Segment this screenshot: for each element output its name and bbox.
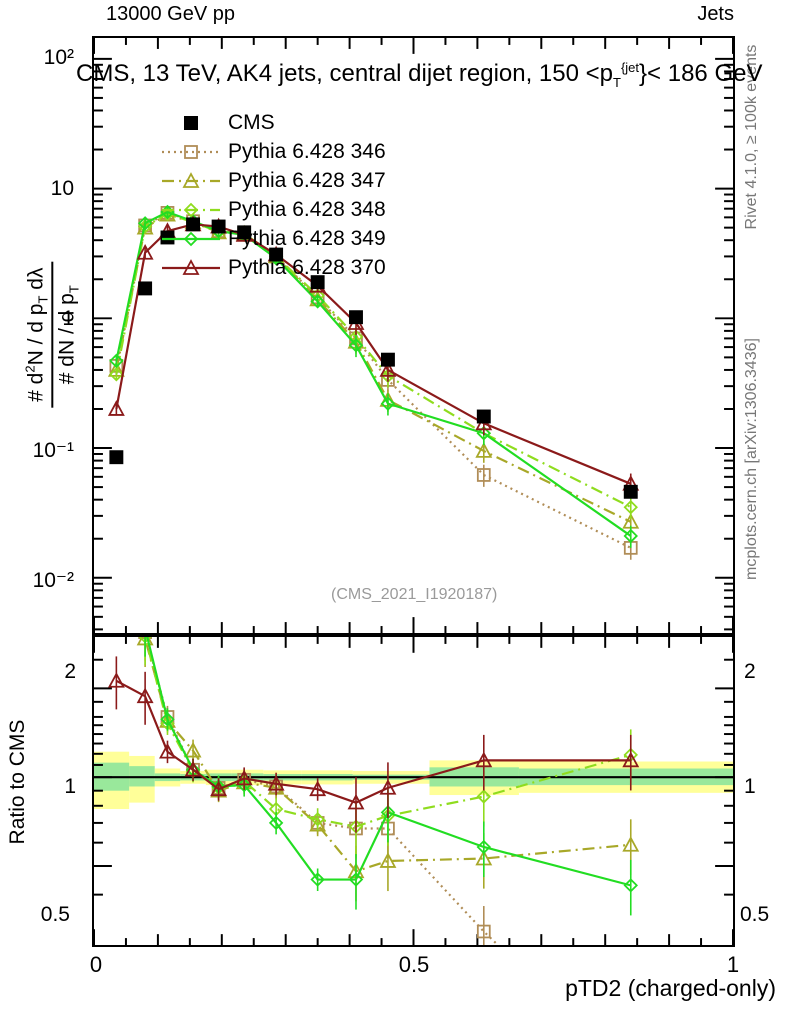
ytick-ratio-right-1: 1 <box>744 775 756 798</box>
legend-key-370 <box>160 258 222 278</box>
ytick-main-1e-2: 10⁻² <box>32 569 74 592</box>
mcplots-credit: mcplots.cern.ch [arXiv:1306.3436] <box>743 338 760 580</box>
ytick-main-1: 1 <box>62 307 74 330</box>
x-axis-title: pTD2 (charged-only) <box>565 975 776 1001</box>
xtick-0.5: 0.5 <box>398 952 430 977</box>
legend-label: Pythia 6.428 348 <box>228 197 386 221</box>
legend-label: Pythia 6.428 347 <box>228 168 386 192</box>
ytick-main-1e2: 10² <box>43 46 74 69</box>
legend-item[interactable]: Pythia 6.428 370 <box>160 253 386 282</box>
legend-key-347 <box>160 171 222 191</box>
y-axis-title-denominator: # dN / d pT <box>55 285 82 385</box>
ytick-ratio-left-0.5: 0.5 <box>40 903 70 926</box>
ratio-plot-graphics <box>93 637 734 945</box>
xtick-0: 0 <box>89 952 103 977</box>
plot-title: CMS, 13 TeV, AK4 jets, central dijet reg… <box>76 60 762 90</box>
beam-label: 13000 GeV pp <box>106 3 235 25</box>
legend: CMS Pythia 6.428 346 Pythia 6.428 347 Py… <box>160 108 386 282</box>
ytick-ratio-left-2: 2 <box>64 660 76 683</box>
plot-title-suffix: }< 186 GeV <box>639 60 763 87</box>
xtick-1: 1 <box>726 952 740 977</box>
legend-key-346 <box>160 142 222 162</box>
plot-title-sub: T <box>613 74 621 90</box>
legend-item[interactable]: Pythia 6.428 346 <box>160 137 386 166</box>
ytick-main-1e-1: 10⁻¹ <box>32 439 74 462</box>
y-axis-title-main: # d2N / d pT dλ # dN / d pT <box>22 35 82 635</box>
legend-item[interactable]: Pythia 6.428 348 <box>160 195 386 224</box>
legend-item[interactable]: Pythia 6.428 349 <box>160 224 386 253</box>
plot-title-sup: {jet <box>620 60 640 75</box>
y-axis-title-numerator: # d2N / d pT dλ <box>22 261 54 408</box>
legend-label: CMS <box>228 110 275 134</box>
ratio-plot-panel <box>92 635 735 947</box>
legend-label: Pythia 6.428 349 <box>228 226 386 250</box>
legend-key-cms <box>160 113 222 133</box>
y-axis-title-ratio: Ratio to CMS <box>6 719 29 845</box>
legend-key-348 <box>160 200 222 220</box>
ytick-ratio-right-0.5: 0.5 <box>740 903 770 926</box>
ytick-ratio-right-2: 2 <box>744 660 756 683</box>
legend-item[interactable]: Pythia 6.428 347 <box>160 166 386 195</box>
main-plot-panel <box>92 36 735 635</box>
legend-key-349 <box>160 229 222 249</box>
legend-label: Pythia 6.428 346 <box>228 139 386 163</box>
main-plot-graphics <box>93 38 734 633</box>
analysis-category-label: Jets <box>697 3 734 25</box>
ytick-ratio-left-1: 1 <box>64 775 76 798</box>
ytick-main-10: 10 <box>50 177 74 200</box>
legend-label: Pythia 6.428 370 <box>228 255 386 279</box>
legend-item[interactable]: CMS <box>160 108 386 137</box>
analysis-id-watermark: (CMS_2021_I1920187) <box>331 586 498 603</box>
plot-title-prefix: CMS, 13 TeV, AK4 jets, central dijet reg… <box>76 60 613 87</box>
